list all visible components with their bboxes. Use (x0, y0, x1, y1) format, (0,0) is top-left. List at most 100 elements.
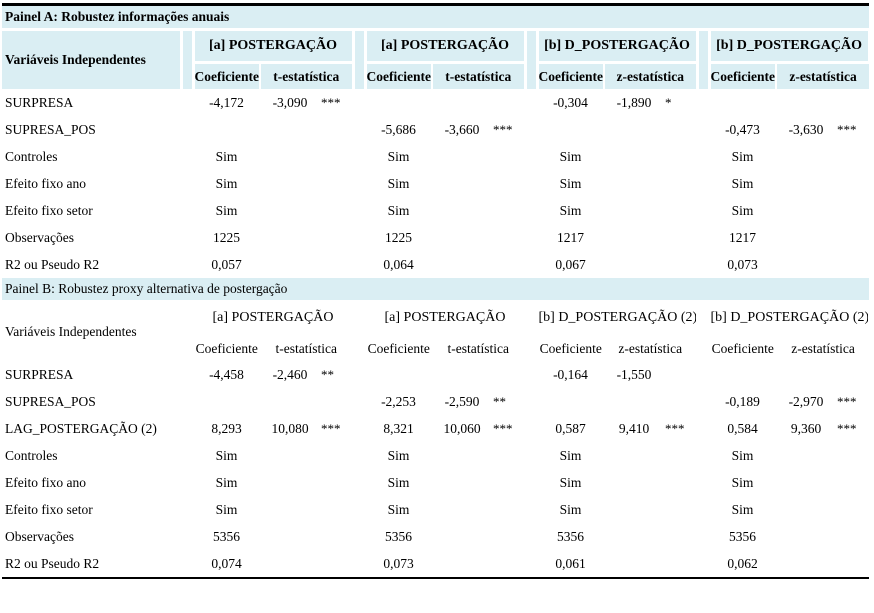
significance-stars (664, 224, 697, 251)
cell-spacer (353, 170, 365, 197)
subheader-statistic: t-estatística (432, 62, 525, 89)
column-header-variables: Variáveis Independentes (2, 29, 181, 89)
significance-stars (664, 170, 697, 197)
statistic-value (432, 197, 492, 224)
header-spacer (351, 334, 367, 361)
subheader-coeficiente: Coeficiente (193, 334, 261, 361)
significance-stars (664, 496, 697, 523)
statistic-value (260, 170, 320, 197)
coefficient-value: 0,064 (383, 256, 414, 272)
cell-spacer (697, 469, 709, 496)
significance-stars (664, 550, 697, 578)
significance-stars (320, 224, 353, 251)
statistic-value (432, 523, 492, 550)
cell-spacer (697, 550, 709, 578)
significance-stars (492, 197, 525, 224)
coefficient-value: Sim (215, 501, 238, 517)
statistic-value (776, 469, 836, 496)
significance-stars (664, 442, 697, 469)
statistic-value (260, 116, 320, 143)
significance-stars (320, 116, 353, 143)
row-label: R2 ou Pseudo R2 (5, 555, 100, 571)
header-spacer (179, 301, 195, 335)
subheader-coeficiente: Coeficiente (365, 334, 433, 361)
subheader-coeficiente: Coeficiente (193, 62, 261, 89)
row-label: LAG_POSTERGAÇÃO (2) (5, 420, 157, 436)
statistic-value (776, 251, 836, 278)
coefficient-value: Sim (731, 148, 754, 164)
subheader-coeficiente: Coeficiente (537, 62, 605, 89)
coefficient-value: Sim (559, 175, 582, 191)
coefficient-value: 0,587 (555, 420, 586, 436)
coefficient-value: Sim (731, 202, 754, 218)
cell-spacer (525, 224, 537, 251)
subheader-statistic: z-estatística (604, 62, 697, 89)
header-spacer (695, 29, 711, 63)
coefficient-value: Sim (387, 148, 410, 164)
header-spacer (523, 62, 539, 89)
statistic-value (432, 143, 492, 170)
row-label: Observações (5, 528, 74, 544)
row-label: R2 ou Pseudo R2 (5, 256, 100, 272)
coefficient-value (365, 89, 432, 116)
statistic-value (776, 496, 836, 523)
subheader-statistic: t-estatística (275, 340, 337, 356)
header-spacer (695, 62, 711, 89)
cell-spacer (353, 361, 365, 388)
statistic-value (776, 523, 836, 550)
statistic-value (604, 469, 664, 496)
coefficient-value: Sim (559, 474, 582, 490)
significance-stars: *** (493, 121, 513, 137)
row-label: SURPRESA (5, 366, 74, 382)
header-spacer (695, 301, 711, 335)
statistic-value (604, 523, 664, 550)
coefficient-value: 0,074 (211, 555, 242, 571)
statistic-value (604, 116, 664, 143)
significance-stars (492, 496, 525, 523)
significance-stars (836, 89, 869, 116)
significance-stars (664, 388, 697, 415)
subheader-statistic: t-estatística (447, 340, 509, 356)
statistic-value (604, 251, 664, 278)
table-row: R2 ou Pseudo R2 0,057 0,064 0,067 0,073 (2, 251, 869, 278)
coefficient-value: 5356 (557, 528, 584, 544)
group-header-4: [b] D_POSTERGAÇÃO (2) (707, 301, 871, 336)
significance-stars: ** (493, 393, 506, 409)
row-label: SUPRESA_POS (5, 121, 96, 137)
statistic-value: 10,060 (443, 420, 481, 436)
cell-spacer (181, 143, 193, 170)
coefficient-value: -0,304 (553, 94, 588, 110)
cell-spacer (181, 361, 193, 388)
statistic-value (432, 224, 492, 251)
statistic-value: -3,660 (444, 121, 480, 137)
coefficient-value: 5356 (729, 528, 756, 544)
significance-stars (320, 550, 353, 578)
cell-spacer (525, 116, 537, 143)
cell-spacer (697, 143, 709, 170)
cell-spacer (525, 89, 537, 116)
cell-spacer (697, 415, 709, 442)
coefficient-value: 1217 (729, 229, 756, 245)
significance-stars: *** (321, 94, 341, 110)
subheader-statistic: z-estatística (776, 62, 870, 89)
statistic-value (604, 143, 664, 170)
statistic-value (432, 361, 492, 388)
significance-stars (492, 442, 525, 469)
significance-stars (836, 224, 869, 251)
significance-stars (836, 170, 869, 197)
cell-spacer (697, 442, 709, 469)
coefficient-value: 0,584 (727, 420, 758, 436)
table-row: Observações 1225 1225 1217 1217 (2, 224, 869, 251)
cell-spacer (353, 116, 365, 143)
header-spacer (523, 301, 539, 335)
significance-stars: *** (321, 420, 341, 436)
statistic-value (776, 170, 836, 197)
coefficient-value: Sim (559, 202, 582, 218)
significance-stars (320, 197, 353, 224)
significance-stars (664, 361, 697, 388)
significance-stars (836, 361, 869, 388)
cell-spacer (181, 442, 193, 469)
header-spacer (179, 29, 195, 63)
significance-stars (836, 251, 869, 278)
cell-spacer (525, 143, 537, 170)
